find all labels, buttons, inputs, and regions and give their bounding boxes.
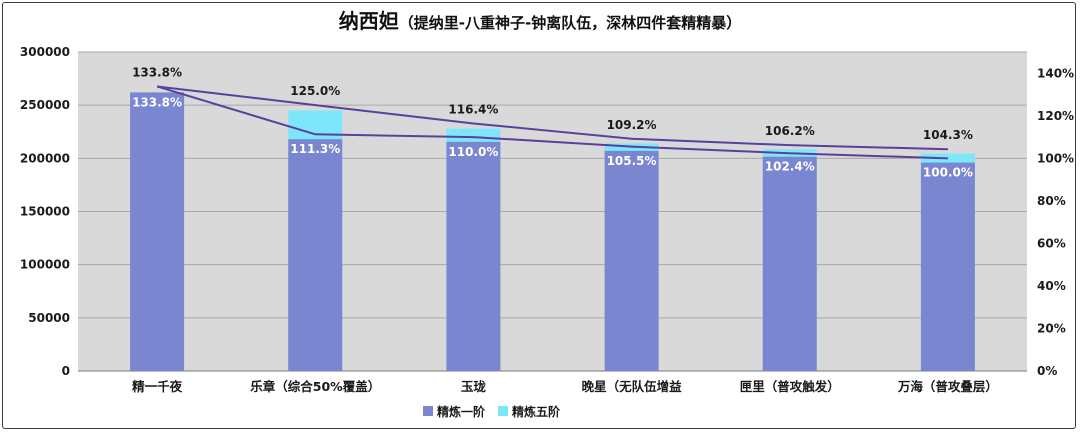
data-label-refine1: 100.0% bbox=[923, 166, 973, 180]
data-label-refine1: 110.0% bbox=[448, 145, 498, 159]
legend: 精炼一阶 精炼五阶 bbox=[423, 404, 561, 419]
y-axis-left: 0 50000 100000 150000 200000 250000 300000 bbox=[20, 45, 70, 378]
x-category-label: 匣里（普攻触发） bbox=[740, 379, 840, 394]
bar-refine1 bbox=[762, 156, 817, 371]
y2-tick-label: 120% bbox=[1037, 109, 1074, 123]
bar-refine1 bbox=[130, 92, 185, 371]
y2-tick-label: 40% bbox=[1037, 279, 1066, 293]
bars bbox=[130, 92, 975, 371]
data-label-refine5: 133.8% bbox=[132, 65, 182, 79]
x-category-label: 玉珑 bbox=[461, 379, 487, 394]
legend-swatch-refine5 bbox=[498, 406, 508, 416]
bar-refine1 bbox=[920, 162, 975, 371]
data-label-refine5: 109.2% bbox=[607, 118, 657, 132]
y-tick-label: 100000 bbox=[20, 258, 70, 272]
y-tick-label: 200000 bbox=[20, 151, 70, 165]
data-label-refine1: 111.3% bbox=[290, 142, 340, 156]
data-label-refine5: 125.0% bbox=[290, 84, 340, 98]
y2-tick-label: 140% bbox=[1037, 66, 1074, 80]
y-tick-label: 250000 bbox=[20, 98, 70, 112]
y2-tick-label: 80% bbox=[1037, 194, 1066, 208]
chart-title: 纳西妲（提纳里-八重神子-钟离队伍，深林四件套精精暴） bbox=[339, 9, 741, 33]
data-label-refine5: 104.3% bbox=[923, 128, 973, 142]
y-tick-label: 150000 bbox=[20, 205, 70, 219]
legend-label-refine5: 精炼五阶 bbox=[512, 404, 561, 419]
y2-tick-label: 20% bbox=[1037, 321, 1066, 335]
y2-tick-label: 100% bbox=[1037, 151, 1074, 165]
y-tick-label: 0 bbox=[62, 364, 70, 378]
data-label-refine5: 106.2% bbox=[765, 124, 815, 138]
bar-refine1 bbox=[288, 139, 343, 371]
line-refine5 bbox=[156, 85, 948, 151]
gridlines bbox=[78, 51, 1027, 372]
y2-tick-label: 0% bbox=[1037, 364, 1057, 378]
legend-swatch-refine1 bbox=[423, 406, 433, 416]
y-axis-right: 0% 20% 40% 60% 80% 100% 120% 140% bbox=[1037, 66, 1074, 378]
x-category-label: 乐章（综合50%覆盖） bbox=[250, 379, 380, 394]
x-category-label: 精一千夜 bbox=[132, 379, 183, 394]
data-label-refine1: 105.5% bbox=[607, 154, 657, 168]
title-sub: （提纳里-八重神子-钟离队伍，深林四件套精精暴） bbox=[399, 14, 741, 32]
data-label-refine1: 102.4% bbox=[765, 160, 815, 174]
data-labels: 133.8% 133.8% 125.0% 111.3% 116.4% 110.0% 109.… bbox=[132, 65, 973, 179]
y-tick-label: 50000 bbox=[28, 311, 70, 325]
data-label-refine5: 116.4% bbox=[448, 102, 498, 116]
x-axis-categories: 精一千夜 乐章（综合50%覆盖） 玉珑 晚星（无队伍增益 匣里（普攻触发） 万海（普攻叠层… bbox=[132, 379, 998, 394]
data-label-refine1: 133.8% bbox=[132, 95, 182, 109]
x-category-label: 晚星（无队伍增益 bbox=[582, 379, 683, 394]
line-refine1 bbox=[156, 85, 948, 160]
y2-tick-label: 60% bbox=[1037, 236, 1066, 250]
bar-refine1 bbox=[604, 150, 659, 371]
legend-label-refine1: 精炼一阶 bbox=[437, 404, 486, 419]
lines bbox=[156, 85, 948, 160]
title-main: 纳西妲 bbox=[339, 9, 399, 33]
y-tick-label: 300000 bbox=[20, 45, 70, 59]
bar-refine1 bbox=[446, 141, 501, 371]
x-category-label: 万海（普攻叠层） bbox=[897, 379, 998, 394]
